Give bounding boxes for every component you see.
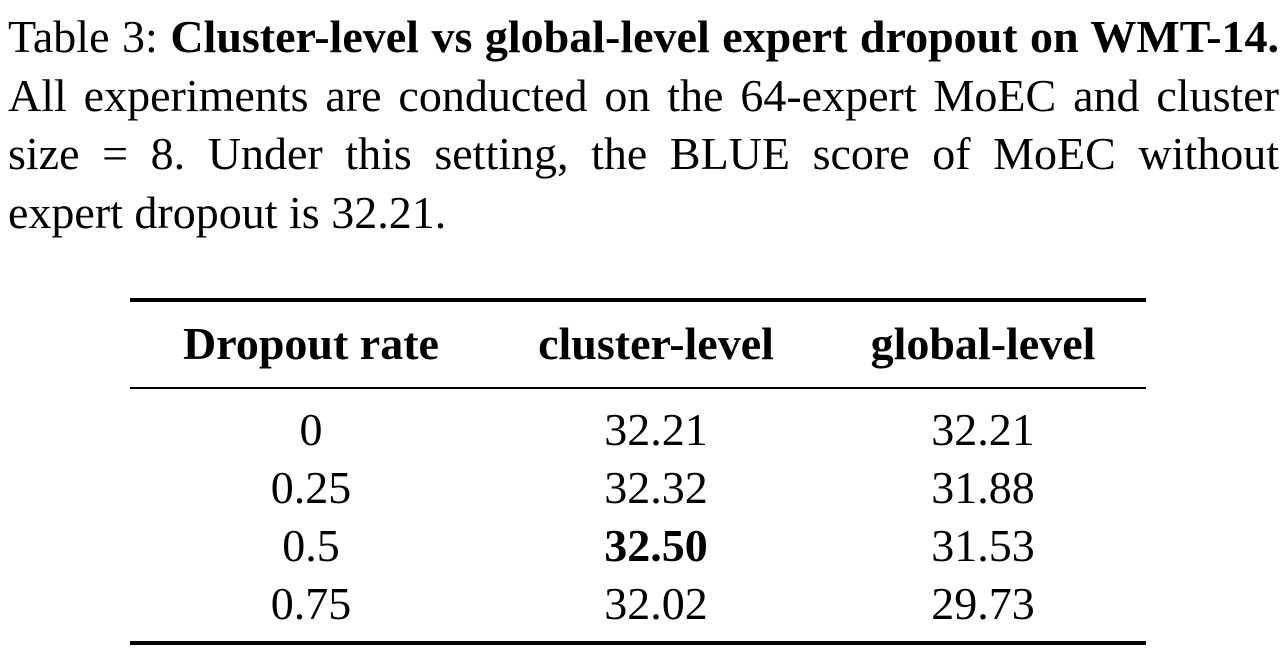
table-body: 0 32.21 32.21 0.25 32.32 31.88 0.5 32.50… [130, 388, 1146, 643]
cell-cluster-level-best: 32.50 [604, 520, 708, 571]
header-row: Dropout rate cluster-level global-level [130, 300, 1146, 388]
cell-cluster-level: 32.21 [604, 404, 708, 455]
results-table-container: Dropout rate cluster-level global-level … [130, 298, 1146, 645]
results-table: Dropout rate cluster-level global-level … [130, 298, 1146, 645]
cell-global-level: 31.53 [931, 520, 1035, 571]
table-row: 0.75 32.02 29.73 [130, 575, 1146, 643]
header-global-level: global-level [870, 318, 1096, 369]
table-row: 0.25 32.32 31.88 [130, 459, 1146, 517]
cell-dropout-rate: 0.25 [270, 462, 352, 513]
cell-dropout-rate: 0.75 [270, 578, 352, 629]
header-cluster-level: cluster-level [538, 318, 774, 369]
cell-cluster-level: 32.02 [604, 578, 708, 629]
caption-title: Cluster-level vs global-level expert dro… [170, 11, 1280, 62]
table-row: 0 32.21 32.21 [130, 388, 1146, 459]
cell-global-level: 32.21 [931, 404, 1035, 455]
caption-label: Table 3: [8, 11, 158, 62]
caption-text: All experiments are conducted on the 64-… [8, 69, 1279, 238]
table-caption: Table 3: Cluster-level vs global-level e… [8, 8, 1279, 242]
cell-dropout-rate: 0.5 [282, 520, 340, 571]
cell-cluster-level: 32.32 [604, 462, 708, 513]
table-header: Dropout rate cluster-level global-level [130, 300, 1146, 388]
cell-global-level: 31.88 [931, 462, 1035, 513]
header-dropout-rate: Dropout rate [183, 318, 439, 369]
table-row: 0.5 32.50 31.53 [130, 517, 1146, 575]
cell-dropout-rate: 0 [299, 404, 323, 455]
cell-global-level: 29.73 [931, 578, 1035, 629]
